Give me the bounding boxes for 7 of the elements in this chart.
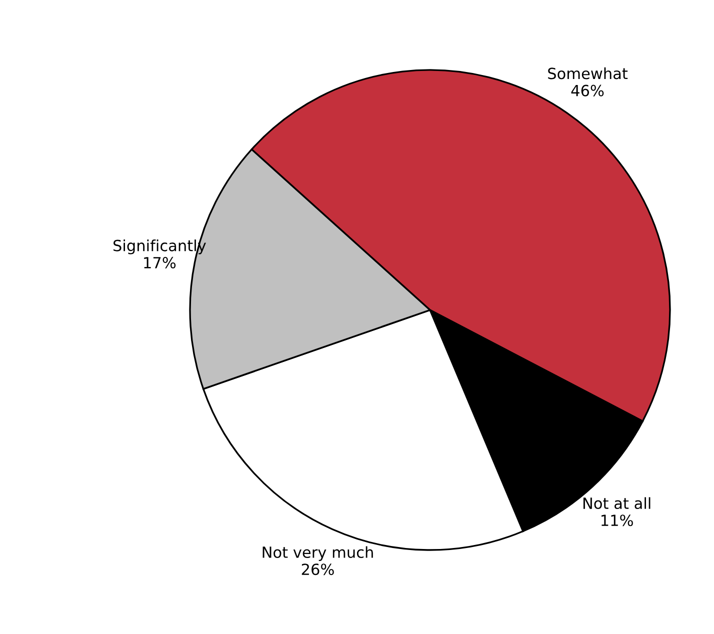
slice-label: Not very much [262, 546, 373, 561]
data-label: 46% [571, 84, 604, 96]
data-label: 17% [144, 256, 176, 268]
data-label: 26% [302, 564, 334, 576]
data-label: 11% [602, 514, 633, 526]
slice-label: Not at all [583, 497, 650, 510]
slice-label: Somewhat [548, 67, 628, 80]
